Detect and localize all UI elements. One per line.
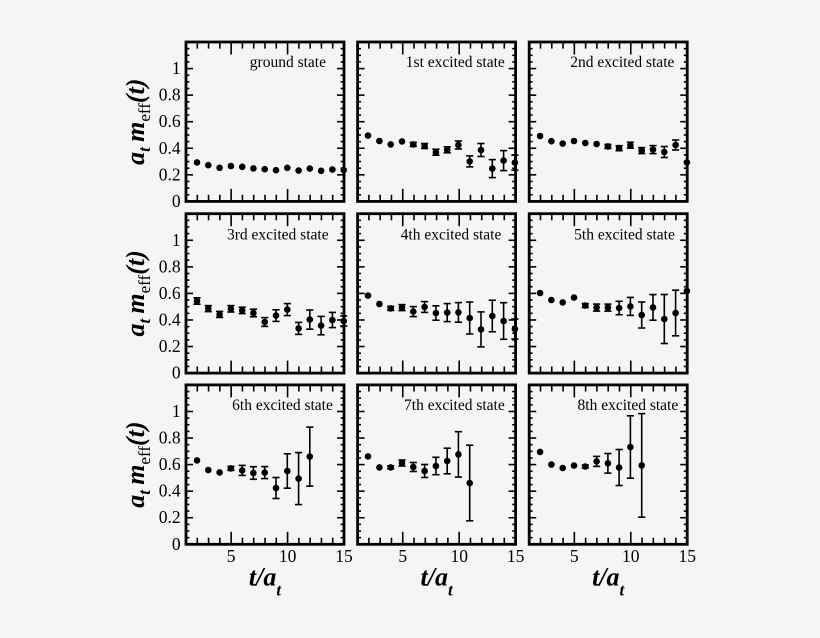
svg-text:at meff(t): at meff(t): [121, 421, 154, 507]
svg-text:0: 0: [172, 534, 181, 554]
svg-text:15: 15: [678, 546, 696, 566]
svg-text:0.4: 0.4: [159, 138, 181, 158]
svg-text:t/at: t/at: [421, 563, 454, 600]
svg-text:0.2: 0.2: [159, 336, 181, 356]
svg-text:0.4: 0.4: [159, 481, 181, 501]
svg-text:7th excited state: 7th excited state: [404, 397, 505, 414]
svg-text:ground state: ground state: [250, 54, 326, 71]
svg-text:0.4: 0.4: [159, 310, 181, 330]
svg-text:1: 1: [172, 58, 181, 78]
svg-text:0.6: 0.6: [159, 283, 181, 303]
svg-text:5: 5: [227, 546, 236, 566]
svg-text:0.2: 0.2: [159, 164, 181, 184]
svg-text:at meff(t): at meff(t): [121, 79, 154, 165]
svg-text:0: 0: [172, 191, 181, 211]
svg-text:15: 15: [507, 546, 525, 566]
svg-text:0.8: 0.8: [159, 428, 181, 448]
svg-text:8th excited state: 8th excited state: [578, 397, 679, 414]
svg-text:0.2: 0.2: [159, 507, 181, 527]
svg-text:5: 5: [570, 546, 579, 566]
svg-text:at meff(t): at meff(t): [121, 250, 154, 336]
svg-text:15: 15: [335, 546, 353, 566]
svg-text:1: 1: [172, 230, 181, 250]
svg-text:0.6: 0.6: [159, 111, 181, 131]
svg-text:2nd excited state: 2nd excited state: [570, 54, 674, 71]
svg-text:5: 5: [398, 546, 407, 566]
svg-text:t/at: t/at: [592, 563, 625, 600]
svg-text:10: 10: [450, 546, 468, 566]
svg-text:10: 10: [279, 546, 297, 566]
svg-text:1: 1: [172, 401, 181, 421]
svg-text:10: 10: [622, 546, 640, 566]
svg-text:6th excited state: 6th excited state: [232, 397, 333, 414]
svg-text:5th excited state: 5th excited state: [574, 227, 675, 244]
svg-text:0.8: 0.8: [159, 85, 181, 105]
svg-text:0.8: 0.8: [159, 256, 181, 276]
svg-text:4th excited state: 4th excited state: [401, 227, 502, 244]
svg-text:t/at: t/at: [249, 563, 282, 600]
svg-text:1st excited state: 1st excited state: [406, 54, 505, 71]
svg-text:3rd excited state: 3rd excited state: [227, 227, 329, 244]
svg-text:0.6: 0.6: [159, 454, 181, 474]
svg-text:0: 0: [172, 363, 181, 383]
